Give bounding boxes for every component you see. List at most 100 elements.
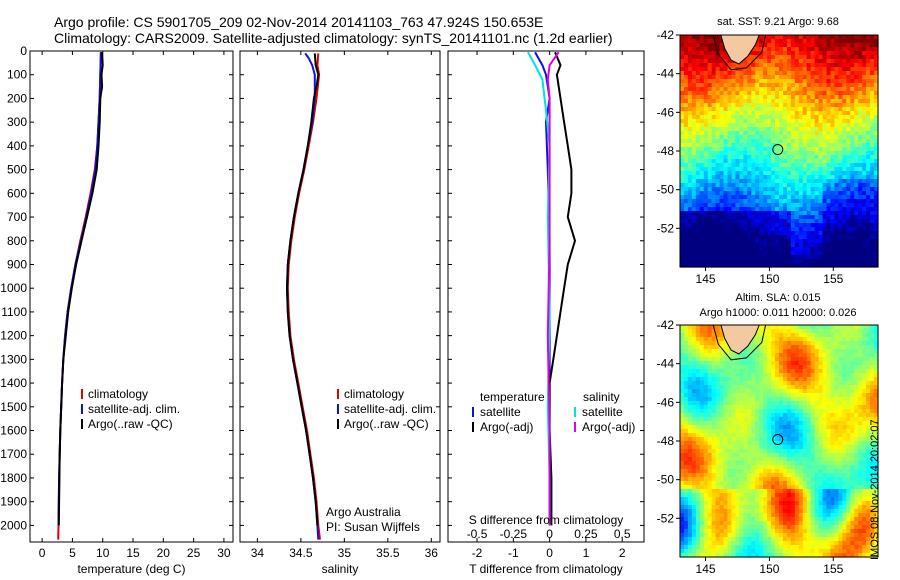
map-cell bbox=[719, 445, 725, 450]
map-cell bbox=[691, 103, 697, 108]
map-cell bbox=[747, 429, 752, 434]
map-cell bbox=[858, 51, 863, 56]
map-cell bbox=[751, 51, 756, 56]
map-cell bbox=[695, 191, 701, 196]
map-cell bbox=[782, 465, 788, 470]
map-cell bbox=[862, 357, 867, 362]
map-cell bbox=[826, 231, 832, 236]
map-cell bbox=[743, 67, 748, 72]
map-cell bbox=[870, 71, 875, 76]
map-cell bbox=[794, 413, 800, 418]
map-cell bbox=[775, 255, 780, 260]
map-cell bbox=[707, 115, 713, 120]
map-cell bbox=[866, 243, 871, 248]
map-cell bbox=[735, 413, 740, 418]
map-cell bbox=[810, 421, 816, 426]
map-cell bbox=[680, 119, 685, 124]
map-cell bbox=[747, 251, 752, 256]
map-cell bbox=[830, 389, 836, 394]
map-cell bbox=[830, 67, 836, 72]
map-cell bbox=[747, 365, 752, 370]
map-cell bbox=[695, 55, 701, 60]
map-cell bbox=[842, 429, 847, 434]
map-cell bbox=[834, 191, 839, 196]
map-cell bbox=[798, 381, 804, 386]
map-cell bbox=[790, 191, 796, 196]
map-cell bbox=[850, 353, 855, 358]
map-cell bbox=[830, 87, 836, 92]
map-cell bbox=[866, 151, 871, 156]
map-cell bbox=[818, 143, 824, 148]
map-cell bbox=[775, 179, 780, 184]
map-cell bbox=[695, 227, 701, 232]
map-cell bbox=[711, 397, 717, 402]
map-cell bbox=[687, 71, 693, 76]
map-cell bbox=[786, 91, 792, 96]
map-cell bbox=[763, 441, 768, 446]
map-cell bbox=[711, 333, 717, 338]
map-cell bbox=[814, 179, 820, 184]
map-cell bbox=[703, 369, 709, 374]
map-cell bbox=[763, 421, 768, 426]
map-cell bbox=[719, 393, 725, 398]
map-cell bbox=[707, 91, 713, 96]
map-cell bbox=[798, 75, 804, 80]
map-cell bbox=[699, 425, 705, 430]
map-cell bbox=[707, 151, 713, 156]
map-cell bbox=[755, 397, 760, 402]
map-cell bbox=[866, 405, 871, 410]
map-cell bbox=[680, 441, 685, 446]
map-cell bbox=[703, 107, 709, 112]
map-cell bbox=[723, 59, 729, 64]
map-cell bbox=[818, 389, 824, 394]
map-cell bbox=[826, 421, 832, 426]
map-cell bbox=[842, 405, 847, 410]
map-cell bbox=[858, 83, 863, 88]
map-cell bbox=[818, 139, 824, 144]
map-cell bbox=[866, 437, 871, 442]
map-cell bbox=[707, 227, 713, 232]
map-cell bbox=[695, 215, 701, 220]
map-cell bbox=[782, 417, 788, 422]
map-cell bbox=[699, 215, 705, 220]
map-cell bbox=[699, 255, 705, 260]
map-cell bbox=[775, 219, 780, 224]
map-cell bbox=[767, 203, 772, 208]
y-tick-label: 1900 bbox=[0, 495, 27, 509]
map-cell bbox=[806, 349, 812, 354]
map-cell bbox=[723, 235, 729, 240]
map-cell bbox=[838, 103, 843, 108]
map-cell bbox=[846, 115, 851, 120]
map-cell bbox=[822, 263, 828, 268]
map-cell bbox=[695, 369, 701, 374]
map-cell bbox=[680, 55, 685, 60]
map-cell bbox=[842, 251, 847, 256]
map-cell bbox=[806, 211, 812, 216]
y-tick-label: 900 bbox=[7, 257, 27, 271]
map-cell bbox=[703, 365, 709, 370]
map-cell bbox=[866, 247, 871, 252]
map-cell bbox=[699, 357, 705, 362]
map-cell bbox=[767, 389, 772, 394]
map-cell bbox=[858, 465, 863, 470]
map-cell bbox=[743, 263, 748, 268]
map-cell bbox=[786, 111, 792, 116]
map-cell bbox=[846, 95, 851, 100]
map-cell bbox=[743, 397, 748, 402]
map-cell bbox=[794, 349, 800, 354]
map-cell bbox=[743, 103, 748, 108]
map-cell bbox=[798, 393, 804, 398]
map-cell bbox=[691, 47, 697, 52]
map-cell bbox=[854, 243, 859, 248]
map-cell bbox=[687, 227, 693, 232]
map-cell bbox=[723, 385, 729, 390]
map-cell bbox=[830, 103, 836, 108]
map-cell bbox=[798, 67, 804, 72]
map-cell bbox=[818, 251, 824, 256]
map-cell bbox=[862, 361, 867, 366]
map-cell bbox=[751, 341, 756, 346]
map-cell bbox=[719, 373, 725, 378]
map-cell bbox=[723, 219, 729, 224]
map-cell bbox=[794, 421, 800, 426]
map-cell bbox=[759, 63, 764, 68]
